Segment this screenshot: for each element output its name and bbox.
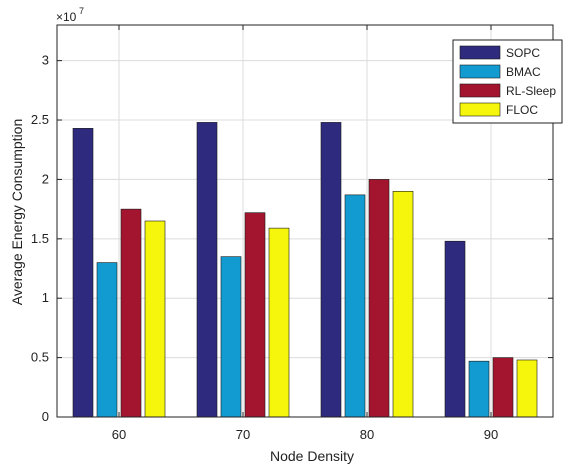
bar-bmac-90 <box>468 360 490 418</box>
x-axis-label: Node Density <box>270 448 354 464</box>
y-tick-label: 2.5 <box>31 112 49 127</box>
x-tick-label: 70 <box>236 427 250 442</box>
bar-floc-90 <box>516 359 538 418</box>
bar-sopc-90 <box>444 240 466 418</box>
legend-label: BMAC <box>506 65 541 79</box>
bar-sopc-70 <box>196 122 218 418</box>
y-tick-label: 3 <box>42 53 49 68</box>
bar-floc-60 <box>144 220 166 418</box>
bar-sopc-80 <box>320 122 342 418</box>
legend-label: RL-Sleep <box>506 84 556 98</box>
bar-sopc-60 <box>72 128 94 418</box>
y-exponent-base: ×10 <box>56 10 77 24</box>
bar-floc-80 <box>392 191 414 418</box>
x-axis-ticks: 60 70 80 90 <box>112 25 498 442</box>
bar-floc-70 <box>268 227 290 418</box>
bar-rl-sleep-80 <box>368 179 390 418</box>
plot-frame <box>56 24 554 418</box>
bar-bmac-60 <box>96 262 118 418</box>
legend-label: FLOC <box>506 103 538 117</box>
y-tick-label: 1 <box>42 290 49 305</box>
y-tick-label: 1.5 <box>31 231 49 246</box>
y-tick-label: 2 <box>42 171 49 186</box>
x-tick-label: 60 <box>112 427 126 442</box>
legend-swatch <box>459 83 501 98</box>
y-tick-label: 0.5 <box>31 350 49 365</box>
y-axis-label: Average Energy Consumption <box>9 119 25 306</box>
bar-bmac-80 <box>344 194 366 418</box>
legend-swatch <box>459 45 501 60</box>
legend-swatch <box>459 102 501 117</box>
bar-bmac-70 <box>220 256 242 418</box>
bar-rl-sleep-70 <box>244 212 266 418</box>
y-exponent-power: 7 <box>79 6 84 16</box>
x-tick-label: 80 <box>360 427 374 442</box>
legend: SOPC BMAC RL-Sleep FLOC <box>452 39 563 124</box>
y-tick-label: 0 <box>42 409 49 424</box>
bar-rl-sleep-60 <box>120 208 142 418</box>
legend-label: SOPC <box>506 46 540 60</box>
bar-rl-sleep-90 <box>492 357 514 418</box>
x-tick-label: 90 <box>484 427 498 442</box>
legend-swatch <box>459 64 501 79</box>
bars-group <box>72 122 538 418</box>
y-axis-ticks: 0 0.5 1 1.5 2 2.5 3 <box>31 53 553 424</box>
